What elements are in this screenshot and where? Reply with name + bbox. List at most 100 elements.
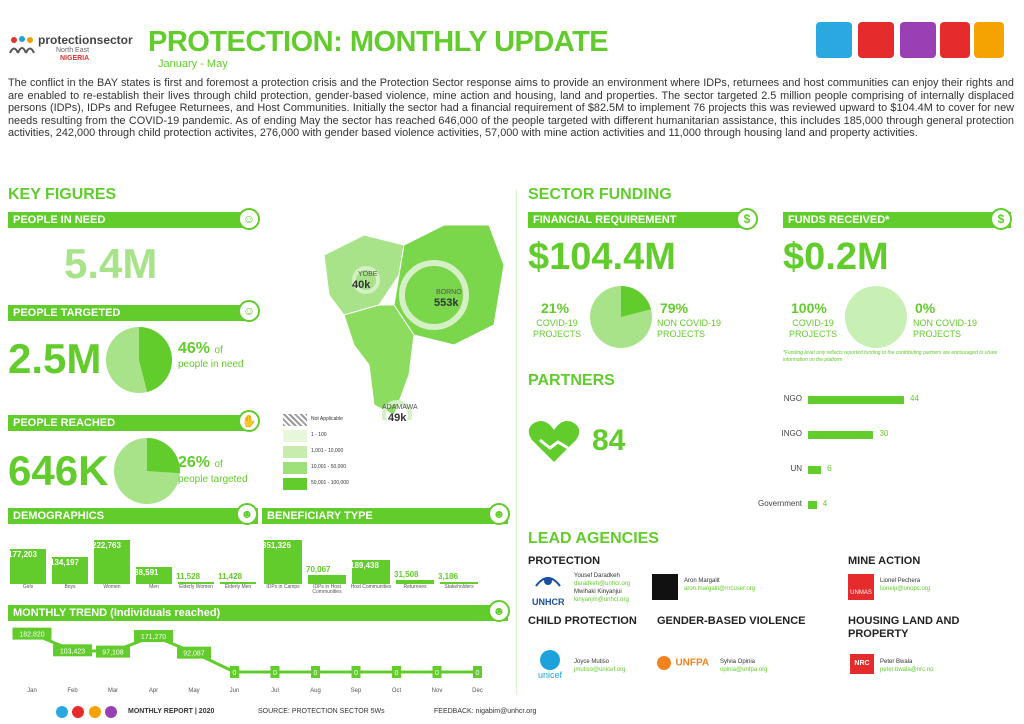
- trend-month: Mar: [108, 688, 118, 694]
- lead-title: LEAD AGENCIES: [528, 530, 659, 547]
- partner-value: 6: [827, 464, 832, 473]
- group-icon: ☻: [236, 503, 258, 525]
- reached-pct: 26% of: [178, 454, 223, 472]
- gbv-label: GENDER-BASED VIOLENCE: [657, 615, 806, 627]
- bar-value: 11,528: [176, 571, 201, 581]
- bar-label: Women: [103, 584, 121, 590]
- partner-label: NGO: [783, 394, 802, 403]
- trend-month: Jun: [230, 688, 240, 694]
- trend-month: Oct: [392, 688, 402, 694]
- key-figures-title: KEY FIGURES: [8, 186, 117, 203]
- bar: [94, 540, 130, 584]
- partner-value: 44: [910, 394, 919, 403]
- contact-email[interactable]: daradkeh@unhcr.org: [574, 581, 631, 587]
- people-icon-2: ☺: [238, 300, 260, 322]
- hlp-icon: [974, 22, 1004, 58]
- contact-email[interactable]: jmutiso@unicef.org: [574, 667, 626, 673]
- trend-value: 103,423: [60, 648, 85, 655]
- trend-value: 0: [354, 670, 358, 677]
- trend-month: Jan: [27, 688, 37, 694]
- mine-action-icon: [940, 22, 970, 58]
- legend-swatch: [283, 462, 307, 474]
- map-borno-value: 553k: [434, 297, 459, 309]
- dot-icon: [105, 706, 118, 718]
- trend-point: [230, 666, 239, 678]
- bar-label: IDPs in Host Communities: [312, 584, 342, 595]
- trend-value: 97,108: [102, 650, 124, 657]
- legend-label: 10,001 - 50,000: [311, 464, 347, 470]
- dot-icon: [88, 706, 101, 718]
- rec-note: *Funding level only reflects reported fu…: [783, 350, 998, 363]
- contact-email[interactable]: aron.margalit@nrcuser.org: [684, 586, 756, 592]
- map-adamawa-value: 49k: [388, 412, 407, 424]
- bar: [264, 540, 302, 584]
- contact-name: Lionel Pechera: [880, 578, 921, 584]
- cp-contact: Joyce Mutiso jmutiso@unicef.org: [574, 658, 625, 674]
- trend-month: Sep: [351, 688, 362, 694]
- aor-icons: [816, 22, 1016, 62]
- targeted-value: 2.5M: [8, 335, 102, 382]
- unhcr-icon: [535, 577, 561, 587]
- bar: [10, 548, 46, 584]
- bar-label: Girls: [22, 584, 34, 590]
- trend-chart: 182,820 Jan 103,423 Feb 97,108 Mar 171,270 Apr 9…: [12, 627, 483, 694]
- contact-email[interactable]: kinyanjm@unhcr.org: [574, 597, 629, 603]
- map-adamawa: [343, 304, 415, 416]
- legend-swatch-na: [283, 414, 307, 426]
- hlp-contact: Peter Bwala peter.bwala@nrc.no: [880, 658, 933, 674]
- trend-value: 171,270: [141, 634, 166, 641]
- trend-point: [432, 666, 442, 678]
- trend-point: [351, 666, 361, 678]
- req-value: $104.4M: [528, 236, 676, 278]
- bar-label: Elderly Men: [224, 584, 252, 590]
- trend-value: 0: [273, 670, 277, 677]
- nrc-hlp-logo: NRC: [850, 654, 874, 674]
- unfpa-logo: UNFPA: [657, 654, 717, 674]
- trend-point: [134, 630, 173, 643]
- trend-header: MONTHLY TREND (Individuals reached): [8, 605, 508, 621]
- mine-label: MINE ACTION: [848, 555, 921, 567]
- bar-value: 189,438: [350, 561, 379, 571]
- contact-email[interactable]: lionelp@unops.org: [880, 586, 931, 592]
- contact-email[interactable]: peter.bwala@nrc.no: [880, 667, 934, 673]
- trend-point: [473, 666, 482, 678]
- moneybag-icon-2: $: [990, 208, 1012, 230]
- divider: [516, 190, 517, 695]
- protection-icon: [816, 22, 852, 58]
- pin-header: PEOPLE IN NEED: [8, 212, 254, 228]
- rec-pct1: 100%: [791, 300, 827, 316]
- contact-email[interactable]: opinia@unfpa.org: [720, 667, 768, 673]
- people-logo-icon: [9, 36, 35, 54]
- legend-swatch: [283, 478, 307, 490]
- reached-pct-value: 26%: [178, 454, 211, 471]
- map-yobe-value: 40k: [352, 279, 371, 291]
- nrc-contact: Aron Margalit aron.margalit@nrcuser.org: [684, 577, 755, 593]
- reached-pie: [114, 438, 180, 504]
- trend-point: [392, 666, 401, 678]
- trend-point: [177, 646, 211, 659]
- pie-slice: [147, 438, 180, 474]
- contact-name: Yousef Daradkeh: [574, 573, 620, 579]
- bar-label: IDPs in Camps: [266, 584, 300, 590]
- trend-point: [53, 644, 92, 657]
- trend-value: 92,087: [183, 651, 205, 658]
- protection-contacts: Yousef Daradkeh daradkeh@unhcr.org Mwiha…: [574, 572, 630, 604]
- trend-value: 0: [395, 670, 399, 677]
- beneficiary-chart: 351,326 IDPs in Camps 70,067 IDPs in Host C…: [262, 528, 512, 596]
- reached-of: of: [214, 459, 223, 470]
- contact-name: Aron Margalit: [684, 578, 720, 584]
- bar: [308, 575, 346, 584]
- child-protection-icon: [858, 22, 894, 58]
- funding-title: SECTOR FUNDING: [528, 186, 672, 203]
- pie-slice: [139, 327, 172, 392]
- map: [323, 224, 505, 420]
- bar-value: 351,326: [262, 541, 291, 550]
- bar: [52, 557, 88, 584]
- trend-month: May: [188, 688, 199, 694]
- legend-label: Not Applicable: [311, 416, 343, 422]
- rec-lbl2: NON COVID-19 PROJECTS: [913, 318, 978, 339]
- rec-header: FUNDS RECEIVED*: [783, 212, 1011, 228]
- group-icon-2: ☻: [488, 503, 510, 525]
- logo-sub1: North East: [56, 47, 90, 54]
- unmas-logo: UNMAS: [848, 574, 874, 600]
